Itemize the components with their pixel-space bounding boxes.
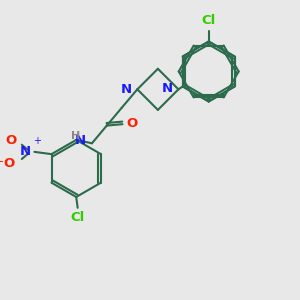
Text: -: - [0, 155, 3, 168]
Text: O: O [5, 134, 17, 147]
Text: N: N [162, 82, 173, 95]
Text: N: N [74, 134, 86, 147]
Text: Cl: Cl [70, 211, 85, 224]
Text: O: O [127, 117, 138, 130]
Text: N: N [20, 145, 31, 158]
Text: O: O [3, 157, 15, 170]
Text: N: N [121, 83, 132, 96]
Text: H: H [71, 131, 80, 141]
Text: +: + [33, 136, 41, 146]
Text: Cl: Cl [202, 14, 216, 27]
